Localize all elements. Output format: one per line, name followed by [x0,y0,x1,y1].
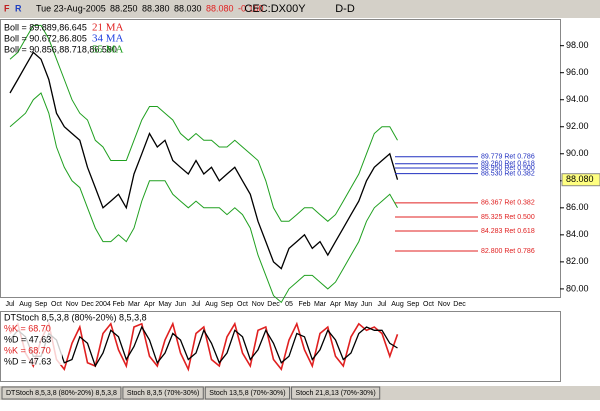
y-tick-label: 84.00 [566,229,589,239]
x-tick-label: Sep [407,301,420,308]
stoch-legend: %D = 47.63 [4,356,51,366]
x-tick-label: Jul [378,301,387,308]
x-tick-label: Nov [438,301,451,308]
level-label: 82.800 Ret 0.786 [481,248,535,255]
x-tick-label: 05 [285,301,293,308]
x-tick-label: Dec [81,301,94,308]
x-tick-label: Jun [175,301,186,308]
x-tick-label: 2004 [95,301,111,308]
price-line [9,51,399,270]
x-tick-label: Oct [51,301,62,308]
x-tick-label: Jun [361,301,372,308]
x-tick-label: Sep [221,301,234,308]
price-panel [0,19,561,298]
y-tick-label: 96.00 [566,67,589,77]
stoch-legend: %K = 68.70 [4,345,51,355]
x-tick-label: Oct [237,301,248,308]
toolbar [0,0,600,18]
y-tick-label: 90.00 [566,148,589,158]
x-tick-label: Sep [35,301,48,308]
legend-ma: 34 MA [92,33,124,45]
tab-label[interactable]: Stoch 13,5,8 (70%-30%) [209,390,285,397]
level-label: 89.260 Ret 0.618 [481,161,535,168]
stoch-legend: %D = 47.63 [4,334,51,344]
level-label: 84.283 Ret 0.618 [481,228,535,235]
x-tick-label: May [158,301,172,308]
last-price-box [561,173,600,187]
x-tick-label: Mar [128,301,141,308]
tab[interactable] [122,386,204,400]
tab[interactable] [204,386,291,400]
stoch-title: DTStoch 8,5,3,8 (80%-20%) 8,5,3,8 [4,312,147,322]
change: -0.160 [238,3,264,13]
menu-r[interactable]: R [15,3,22,13]
x-tick-label: Nov [66,301,79,308]
x-tick-label: Dec [267,301,280,308]
x-tick-label: Feb [298,301,310,308]
level-label: 89.779 Ret 0.786 [481,154,535,161]
legend-text: Boll = 90.672,86.805 [4,33,87,43]
open: 88.250 [110,3,138,13]
x-tick-label: Aug [205,301,218,308]
y-tick-label: 92.00 [566,121,589,131]
menu-f[interactable]: F [4,3,10,13]
level-label: 85.325 Ret 0.500 [481,214,535,221]
legend-text: Boll = 90.856,88.718,86.580 [4,44,117,54]
y-tick-label: 80.00 [566,283,589,293]
close: 88.080 [206,3,234,13]
x-tick-label: Apr [330,301,342,308]
y-tick-label: 86.00 [566,202,589,212]
band-line [9,24,398,222]
x-tick-label: Apr [144,301,156,308]
period: D-D [335,3,355,15]
stoch-legend-bg [2,313,62,365]
legend-ma: 21 MA [92,22,124,34]
low: 88.030 [174,3,202,13]
y-tick-label: 98.00 [566,40,589,50]
legend-text: Boll = 89.889,86.645 [4,22,87,32]
last-price-label: 88.080 [566,174,594,184]
x-tick-label: Mar [314,301,327,308]
x-tick-label: Oct [423,301,434,308]
x-tick-label: Aug [391,301,404,308]
stoch-legend: %K = 68.70 [4,323,51,333]
y-tick-label: 82.00 [566,256,589,266]
y-tick-label: 94.00 [566,94,589,104]
symbol: CEC:DX00Y [244,3,306,15]
stoch-panel [0,311,561,382]
x-tick-label: Nov [252,301,265,308]
legend-ma: 55 MA [92,44,124,56]
stoch-line [9,321,399,372]
x-tick-label: Feb [112,301,124,308]
high: 88.380 [142,3,170,13]
x-tick-label: Dec [453,301,466,308]
tab[interactable] [291,386,381,400]
stoch-line [9,325,398,368]
x-tick-label: Jul [6,301,15,308]
tab-label[interactable]: Stoch 8,3,5 (70%-30%) [127,390,199,397]
tab-label[interactable]: Stoch 21,8,13 (70%-30%) [296,390,376,397]
x-tick-label: Aug [19,301,32,308]
tab-label[interactable]: DTStoch 8,5,3,8 (80%-20%) 8,5,3,8 [6,390,117,397]
band-line [9,92,398,304]
level-label: 86.367 Ret 0.382 [481,200,535,207]
tab-bar [0,386,600,400]
x-tick-label: May [344,301,358,308]
level-label: 88.530 Ret 0.382 [481,170,535,177]
x-tick-label: Jul [192,301,201,308]
tab[interactable] [1,386,122,400]
date: Tue 23-Aug-2005 [36,3,106,13]
level-label: 88.950 Ret 0.500 [481,165,535,172]
